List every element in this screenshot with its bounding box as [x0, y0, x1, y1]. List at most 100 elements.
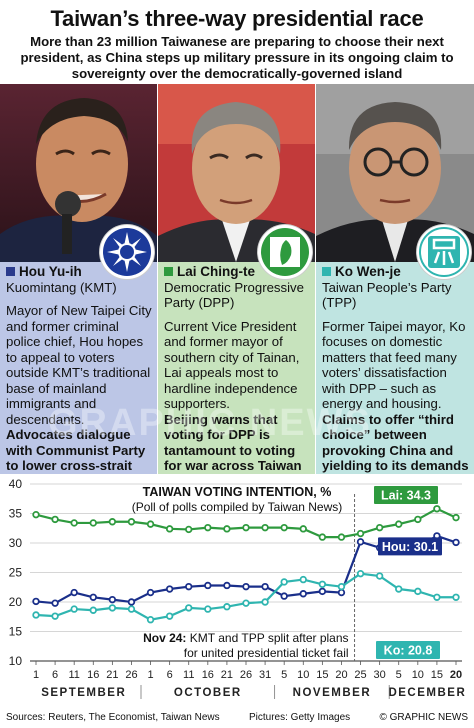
x-tick-label: 31	[259, 669, 271, 681]
data-point-ko	[318, 580, 327, 588]
data-point-hou	[223, 581, 231, 590]
data-point-lai	[299, 525, 307, 533]
y-tick-label: 20	[9, 595, 23, 609]
data-point-lai	[356, 529, 365, 538]
x-tick-label: 11	[183, 669, 194, 681]
data-point-ko	[223, 603, 231, 611]
data-point-ko	[414, 587, 422, 596]
data-point-ko	[32, 611, 40, 619]
data-point-hou	[261, 582, 269, 591]
data-point-lai	[242, 523, 250, 532]
data-point-hou	[337, 588, 346, 597]
candidate-party-hou: Kuomintang (KMT)	[6, 279, 117, 295]
data-point-lai	[223, 525, 231, 533]
data-point-hou	[242, 582, 250, 591]
candidate-photo-lai	[158, 84, 315, 262]
data-point-lai	[375, 523, 384, 532]
x-tick-label: 30	[374, 669, 386, 681]
x-tick-label: 20	[335, 669, 347, 681]
data-point-ko	[146, 615, 155, 624]
party-color-swatch	[164, 267, 173, 276]
series-end-label-lai: Lai: 34.3	[381, 489, 431, 503]
data-point-ko	[261, 598, 269, 606]
chart-title: TAIWAN VOTING INTENTION, %	[143, 485, 332, 499]
data-point-lai	[395, 520, 403, 528]
data-point-ko	[280, 578, 288, 586]
month-label: OCTOBER	[174, 687, 242, 699]
x-tick-label: 11	[68, 669, 79, 681]
annotation-date: Nov 24:	[143, 631, 186, 645]
candidate-bio-ko: Former Taipei mayor, Ko focuses on domes…	[322, 318, 466, 412]
annotation-line: KMT and TPP split after plans	[186, 631, 348, 645]
data-point-hou	[452, 538, 460, 547]
x-tick-label: 21	[106, 669, 118, 681]
candidate-name-hou: Hou Yu-ih	[6, 264, 153, 280]
data-point-ko	[204, 605, 212, 613]
data-point-hou	[299, 590, 307, 598]
annotation-text: Nov 24: KMT and TPP split after plans for…	[143, 631, 348, 660]
data-point-lai	[127, 518, 136, 526]
series-end-label-ko: Ko: 20.8	[384, 643, 433, 657]
chart-background	[0, 476, 474, 708]
x-tick-label: 6	[167, 669, 173, 681]
chart-subtitle: (Poll of polls compiled by Taiwan News)	[132, 500, 343, 514]
data-point-hou	[70, 588, 78, 597]
data-point-ko	[108, 604, 117, 612]
x-tick-label: 1	[147, 669, 153, 681]
month-label: SEPTEMBER	[41, 687, 126, 699]
y-tick-label: 25	[9, 566, 23, 580]
data-point-lai	[108, 518, 117, 526]
voting-intention-chart: 10 15 20 25 30 35 40 1 6 11 16 21 26 1 6 11 16 21 26 31 5 10 1…	[0, 476, 474, 708]
x-tick-label: 26	[240, 669, 252, 681]
data-point-hou	[127, 598, 136, 606]
data-point-lai	[165, 525, 174, 533]
data-point-ko	[242, 599, 250, 607]
y-tick-label: 40	[9, 477, 23, 491]
data-point-ko	[395, 585, 403, 593]
candidate-party-lai: Democratic Progressive Party (DPP)	[164, 279, 304, 311]
data-point-lai	[414, 515, 422, 524]
data-point-lai	[89, 519, 97, 527]
candidate-panel-hou: Hou Yu-ih Kuomintang (KMT) Mayor of New …	[0, 84, 157, 474]
candidate-panel-ko: Ko Wen-je Taiwan People’s Party (TPP) Fo…	[316, 84, 474, 474]
x-tick-label: 6	[52, 669, 58, 681]
x-tick-label: 16	[202, 669, 214, 681]
footer-credit: © GRAPHIC NEWS	[379, 712, 469, 723]
x-tick-label: 10	[297, 669, 309, 681]
data-point-hou	[185, 582, 193, 591]
candidate-party-ko: Taiwan People’s Party (TPP)	[322, 279, 452, 311]
x-tick-label: 1	[33, 669, 39, 681]
x-tick-label: 15	[431, 669, 443, 681]
data-point-lai	[337, 533, 346, 541]
data-point-ko	[70, 605, 78, 613]
tpp-zhong-emblem-icon	[417, 225, 471, 279]
x-tick-label: 16	[87, 669, 99, 681]
x-tick-label: 26	[125, 669, 137, 681]
data-point-hou	[318, 587, 327, 596]
candidate-bio-hou: Mayor of New Taipei City and former crim…	[6, 303, 152, 427]
candidate-text-lai: Lai Ching-te Democratic Progressive Part…	[164, 264, 311, 474]
data-point-hou	[146, 588, 155, 597]
footer-sources: Sources: Reuters, The Economist, Taiwan …	[6, 712, 220, 723]
candidate-stance-lai: Beijing warns that voting for DPP is tan…	[164, 411, 302, 475]
page-title: Taiwan’s three-way presidential race	[50, 6, 424, 31]
series-end-label-hou: Hou: 30.1	[382, 540, 438, 554]
data-point-ko	[165, 612, 174, 620]
data-point-lai	[70, 519, 78, 527]
data-point-hou	[32, 597, 40, 606]
series-end-label-box-ko	[376, 640, 440, 659]
x-tick-label: 10	[412, 669, 424, 681]
data-point-ko	[356, 569, 365, 578]
data-point-lai	[204, 523, 212, 532]
x-tick-label: 20	[450, 669, 462, 681]
y-tick-label: 15	[9, 625, 23, 639]
data-point-lai	[452, 513, 460, 522]
y-tick-label: 30	[9, 536, 23, 550]
data-point-hou	[204, 581, 212, 590]
x-tick-label: 5	[281, 669, 287, 681]
month-label: NOVEMBER	[293, 687, 371, 699]
candidate-name-lai: Lai Ching-te	[164, 264, 311, 280]
data-point-ko	[51, 612, 59, 620]
data-point-hou	[165, 585, 174, 593]
page-subtitle: More than 23 million Taiwanese are prepa…	[20, 34, 454, 81]
